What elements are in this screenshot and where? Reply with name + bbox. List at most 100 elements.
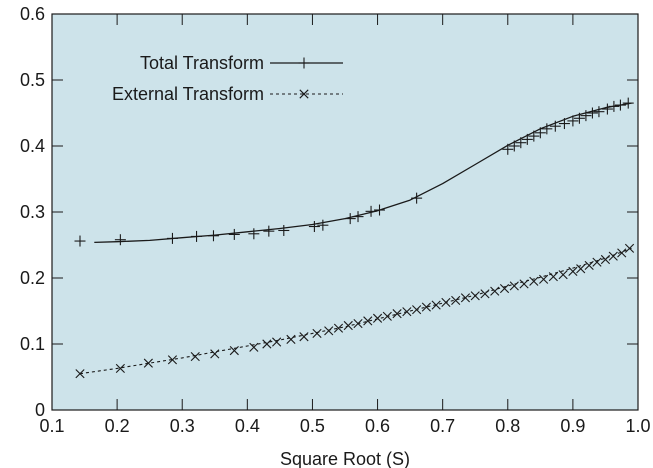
data-point-external-transform <box>617 248 627 258</box>
data-point-total-transform <box>608 100 620 112</box>
data-point-total-transform <box>549 120 561 132</box>
data-point-external-transform <box>249 342 259 352</box>
legend-marker <box>298 57 310 69</box>
x-tick-label: 0.8 <box>495 416 520 436</box>
data-point-external-transform <box>143 358 153 368</box>
data-point-external-transform <box>608 251 618 261</box>
data-point-total-transform <box>541 123 553 135</box>
data-point-total-transform <box>344 213 356 225</box>
x-tick-label: 0.9 <box>560 416 585 436</box>
data-point-total-transform <box>263 225 275 237</box>
data-point-total-transform <box>534 127 546 139</box>
y-tick-label: 0.4 <box>20 136 45 156</box>
data-point-total-transform <box>74 235 86 247</box>
data-point-total-transform <box>166 232 178 244</box>
data-point-total-transform <box>558 118 570 130</box>
data-point-external-transform <box>312 328 322 339</box>
data-point-total-transform <box>601 103 613 115</box>
data-point-external-transform <box>324 326 334 336</box>
data-point-external-transform <box>333 323 344 333</box>
axis-ticks <box>51 13 639 411</box>
series-line-external-transform <box>79 247 632 375</box>
data-point-total-transform <box>207 230 219 242</box>
data-point-external-transform <box>286 334 296 344</box>
data-point-external-transform <box>167 355 178 365</box>
x-tick-label: 1.0 <box>625 416 650 436</box>
data-point-total-transform <box>614 99 626 111</box>
data-point-external-transform <box>421 302 431 312</box>
data-point-external-transform <box>190 351 200 362</box>
data-point-external-transform <box>576 264 586 274</box>
data-point-external-transform <box>402 307 412 317</box>
data-point-total-transform <box>580 110 592 122</box>
data-point-total-transform <box>528 130 540 142</box>
data-point-external-transform <box>480 289 490 299</box>
data-point-external-transform <box>460 293 471 303</box>
data-point-external-transform <box>499 283 510 294</box>
data-point-external-transform <box>624 243 635 253</box>
data-point-external-transform <box>229 346 239 356</box>
data-point-external-transform <box>490 286 500 296</box>
data-point-external-transform <box>509 281 519 291</box>
data-point-external-transform <box>363 316 373 326</box>
y-tick-label: 0.2 <box>20 268 45 288</box>
data-point-external-transform <box>592 257 602 267</box>
data-point-external-transform <box>558 270 568 280</box>
x-tick-label: 0.4 <box>235 416 260 436</box>
x-tick-label: 0.7 <box>430 416 455 436</box>
data-point-total-transform <box>114 234 126 246</box>
data-point-total-transform <box>191 230 203 242</box>
data-point-total-transform <box>278 224 290 236</box>
data-point-external-transform <box>519 279 529 289</box>
legend: Total Transform External Transform <box>112 53 343 104</box>
data-point-external-transform <box>470 291 480 301</box>
legend-marker <box>299 89 309 99</box>
x-tick-label: 0.6 <box>365 416 390 436</box>
data-point-external-transform <box>115 363 125 374</box>
x-tick-label: 0.1 <box>39 416 64 436</box>
data-point-total-transform <box>502 143 514 155</box>
axis-tick-labels: 0.1 0.2 0.3 0.4 0.5 0.6 0.7 0.8 0.9 1.000.10.20.3… <box>20 4 651 436</box>
data-point-total-transform <box>228 228 240 240</box>
data-point-total-transform <box>317 219 329 231</box>
data-point-external-transform <box>529 276 539 286</box>
legend-marker-total-transform <box>298 57 310 69</box>
x-tick-label: 0.3 <box>170 416 195 436</box>
x-tick-label: 0.2 <box>105 416 130 436</box>
data-point-total-transform <box>374 204 386 216</box>
y-tick-label: 0.6 <box>20 4 45 24</box>
data-point-external-transform <box>353 318 363 329</box>
data-point-external-transform <box>372 313 383 323</box>
data-point-external-transform <box>299 332 309 342</box>
data-point-external-transform <box>441 297 451 308</box>
data-point-total-transform <box>352 211 364 223</box>
data-point-external-transform <box>584 260 594 271</box>
legend-label-external-transform: External Transform <box>112 84 264 104</box>
x-tick-label: 0.5 <box>300 416 325 436</box>
data-point-external-transform <box>382 311 392 321</box>
data-point-total-transform <box>515 137 527 149</box>
data-point-total-transform <box>411 192 423 204</box>
data-point-external-transform <box>262 339 272 349</box>
data-point-total-transform <box>567 115 579 127</box>
legend-marker-external-transform <box>299 89 309 99</box>
x-axis-label: Square Root (S) <box>280 449 410 468</box>
data-point-external-transform <box>412 305 422 315</box>
data-point-total-transform <box>593 106 605 118</box>
data-point-total-transform <box>622 97 634 109</box>
series-markers <box>74 97 635 379</box>
data-point-total-transform <box>521 133 533 145</box>
y-tick-label: 0.3 <box>20 202 45 222</box>
data-point-total-transform <box>586 107 598 119</box>
data-point-external-transform <box>600 254 611 265</box>
data-point-external-transform <box>75 369 85 379</box>
data-point-external-transform <box>548 272 558 282</box>
data-point-external-transform <box>272 337 282 347</box>
data-point-external-transform <box>210 349 220 359</box>
data-point-total-transform <box>365 205 377 217</box>
data-point-external-transform <box>451 295 461 306</box>
data-point-total-transform <box>573 112 585 124</box>
legend-label-total-transform: Total Transform <box>140 53 264 73</box>
y-tick-label: 0.5 <box>20 70 45 90</box>
